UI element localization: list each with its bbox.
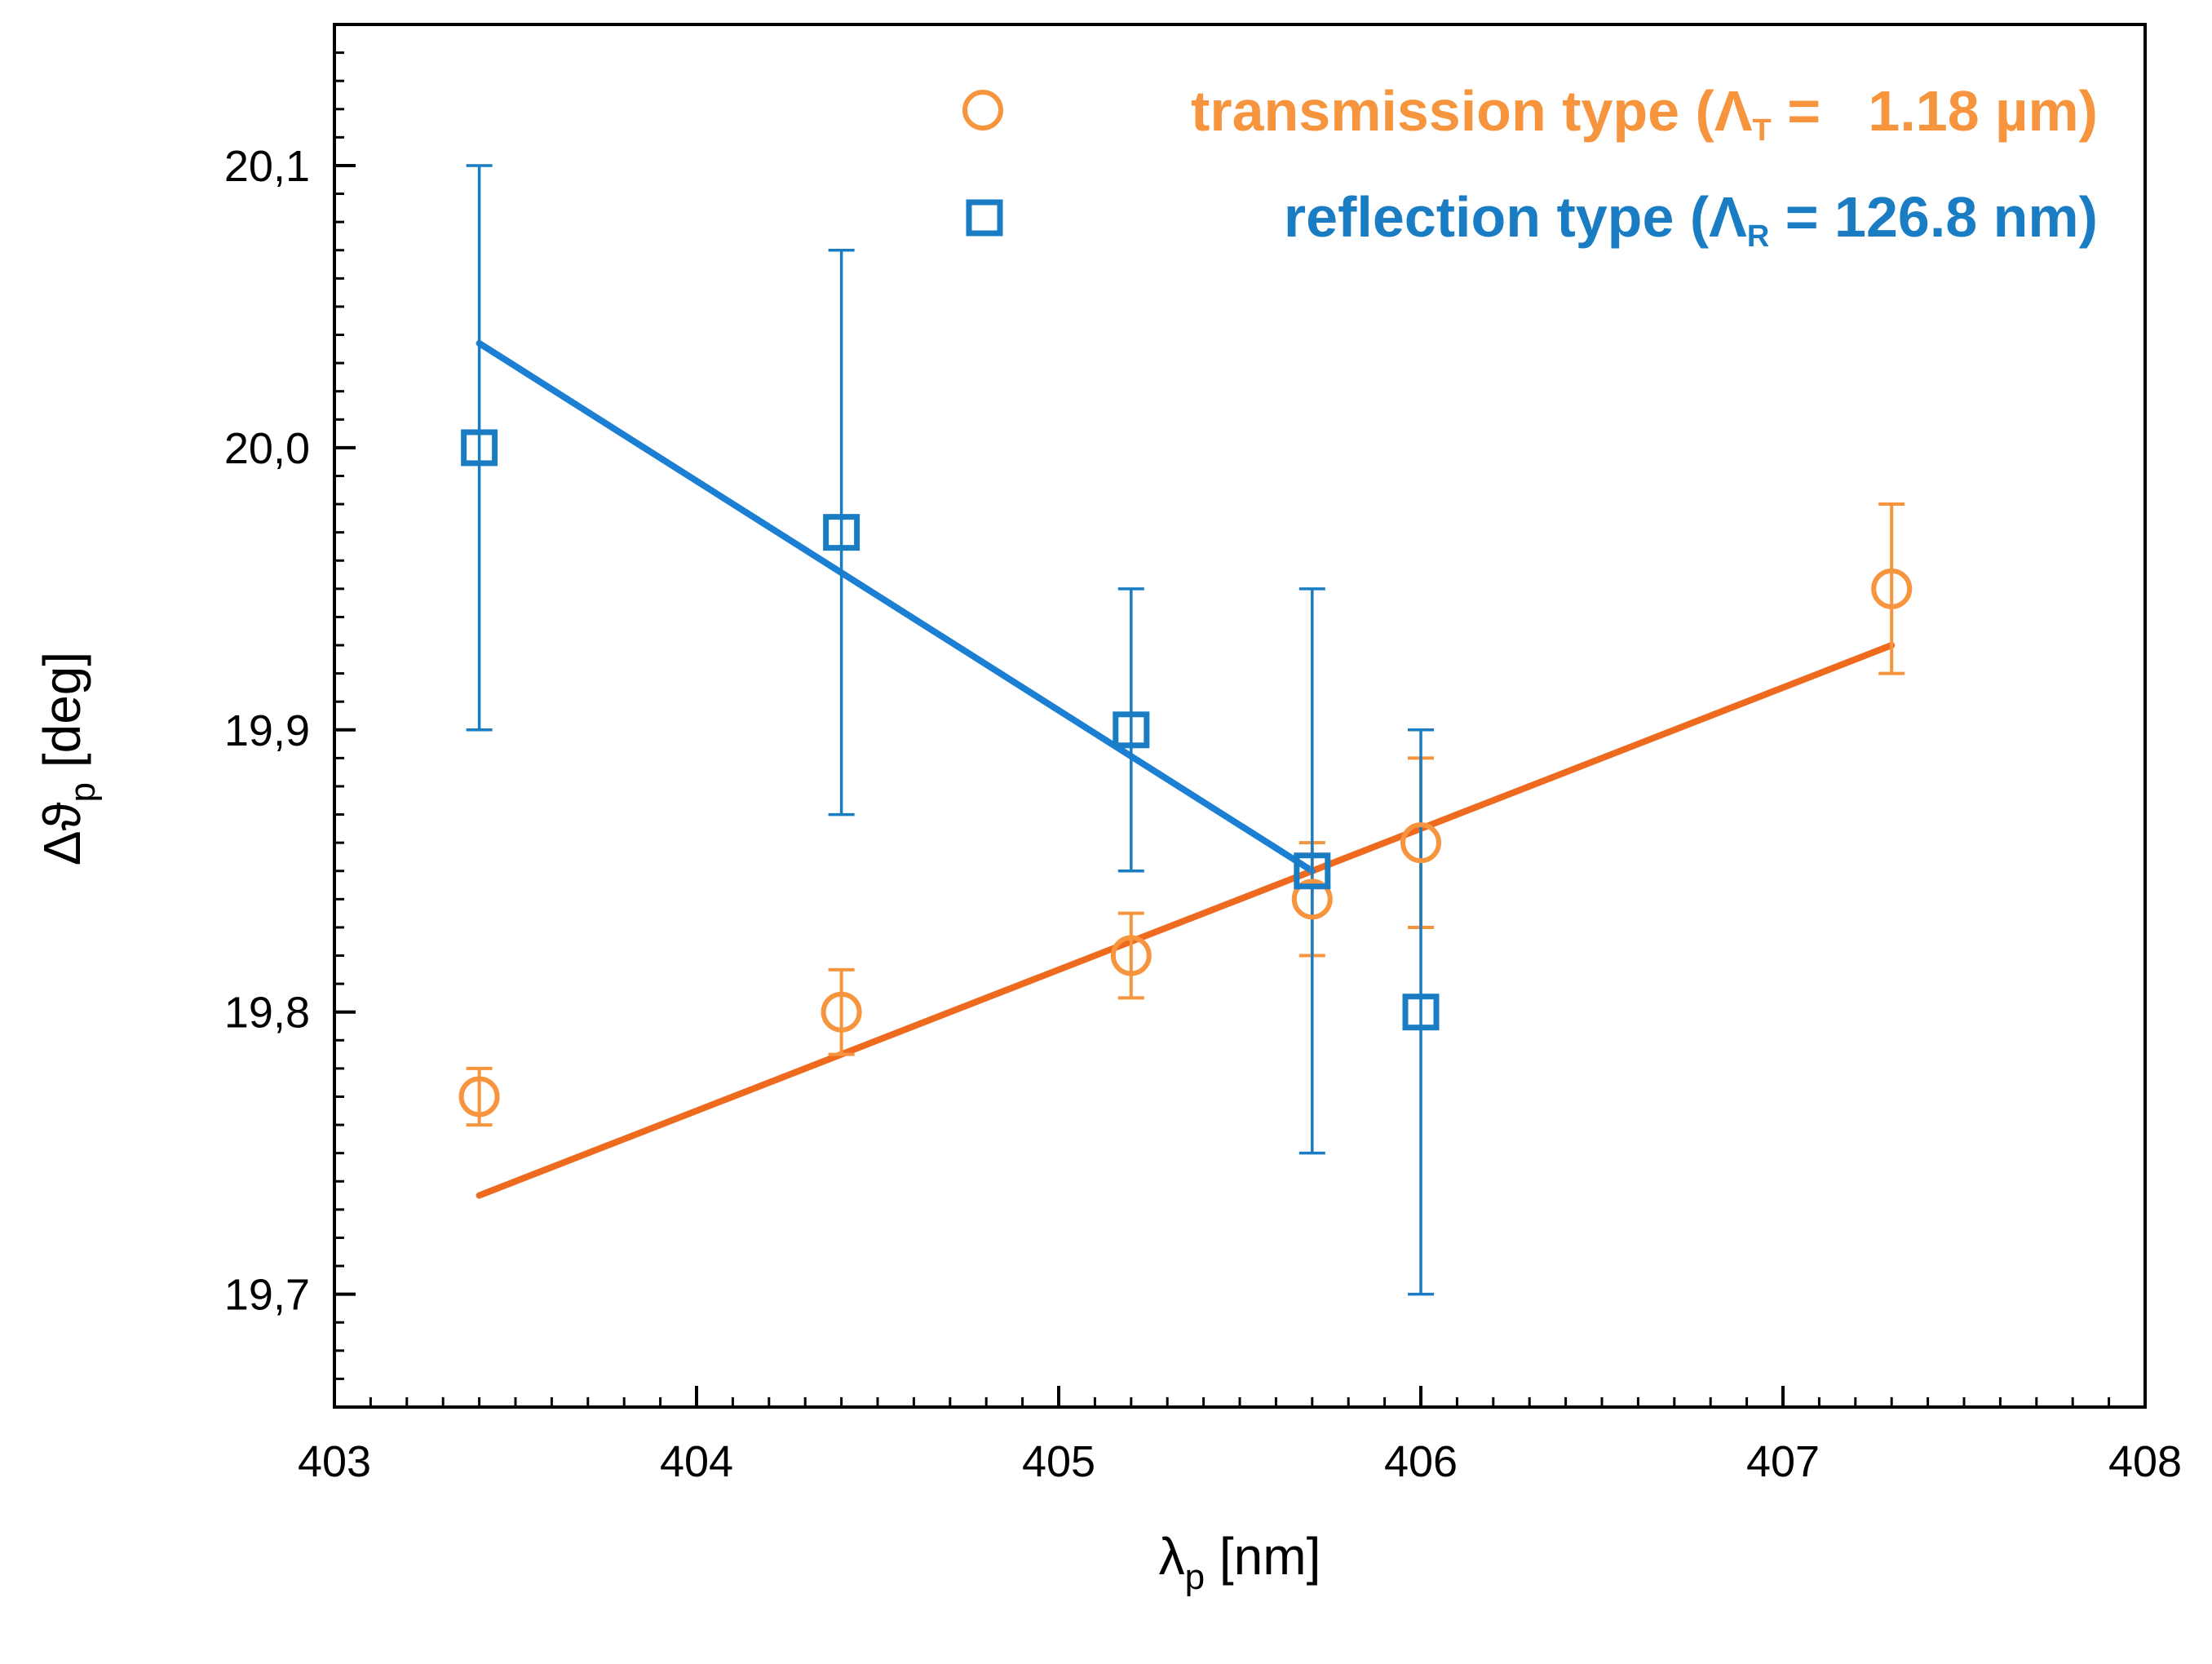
legend-label-transmission: transmission type (ΛT = 1.18 µm): [1191, 79, 2098, 148]
x-tick-label: 406: [1384, 1437, 1458, 1486]
x-tick-label: 408: [2108, 1437, 2182, 1486]
legend: transmission type (ΛT = 1.18 µm) reflect…: [962, 79, 2098, 254]
y-tick-label: 19,9: [224, 706, 310, 755]
x-tick-label: 407: [1746, 1437, 1820, 1486]
y-axis: 19,7 19,8 19,9 20,0 20,1: [224, 142, 356, 1320]
x-tick-label: 404: [660, 1437, 733, 1486]
reflection-data-point: [1113, 711, 1150, 749]
transmission-data-point: [821, 991, 862, 1033]
transmission-data-point: [1871, 568, 1913, 609]
reflection-data-point: [1402, 994, 1440, 1031]
reflection-data-point: [461, 429, 498, 467]
y-axis-title: Δϑp [deg]: [33, 652, 103, 865]
y-tick-label: 20,0: [224, 424, 310, 473]
transmission-data-point: [1291, 878, 1333, 920]
x-tick-label: 405: [1022, 1437, 1095, 1486]
data-markers: [458, 429, 1913, 1117]
transmission-fit-line: [476, 642, 1896, 1199]
transmission-data-point: [1400, 822, 1441, 864]
transmission-data-point: [458, 1076, 500, 1117]
reflection-fit-line: [476, 339, 1316, 874]
legend-circle-marker: [962, 90, 1003, 131]
reflection-data-point: [823, 514, 860, 551]
y-tick-label: 19,8: [224, 989, 310, 1038]
y-tick-label: 20,1: [224, 142, 310, 191]
minor-ticks: [333, 23, 2147, 1409]
transmission-data-point: [1110, 935, 1152, 976]
legend-square-marker: [966, 199, 1003, 237]
fit-lines: [476, 339, 1896, 1199]
y-tick-label: 19,7: [224, 1271, 310, 1320]
x-axis: 403 404 405 406 407 408: [298, 1386, 2182, 1486]
error-bars: [466, 164, 1905, 1296]
reflection-data-point: [1294, 852, 1331, 890]
x-axis-title: λp [nm]: [1159, 1527, 1321, 1597]
legend-label-reflection: reflection type (ΛR = 126.8 nm): [1284, 185, 2098, 254]
x-tick-label: 403: [298, 1437, 371, 1486]
